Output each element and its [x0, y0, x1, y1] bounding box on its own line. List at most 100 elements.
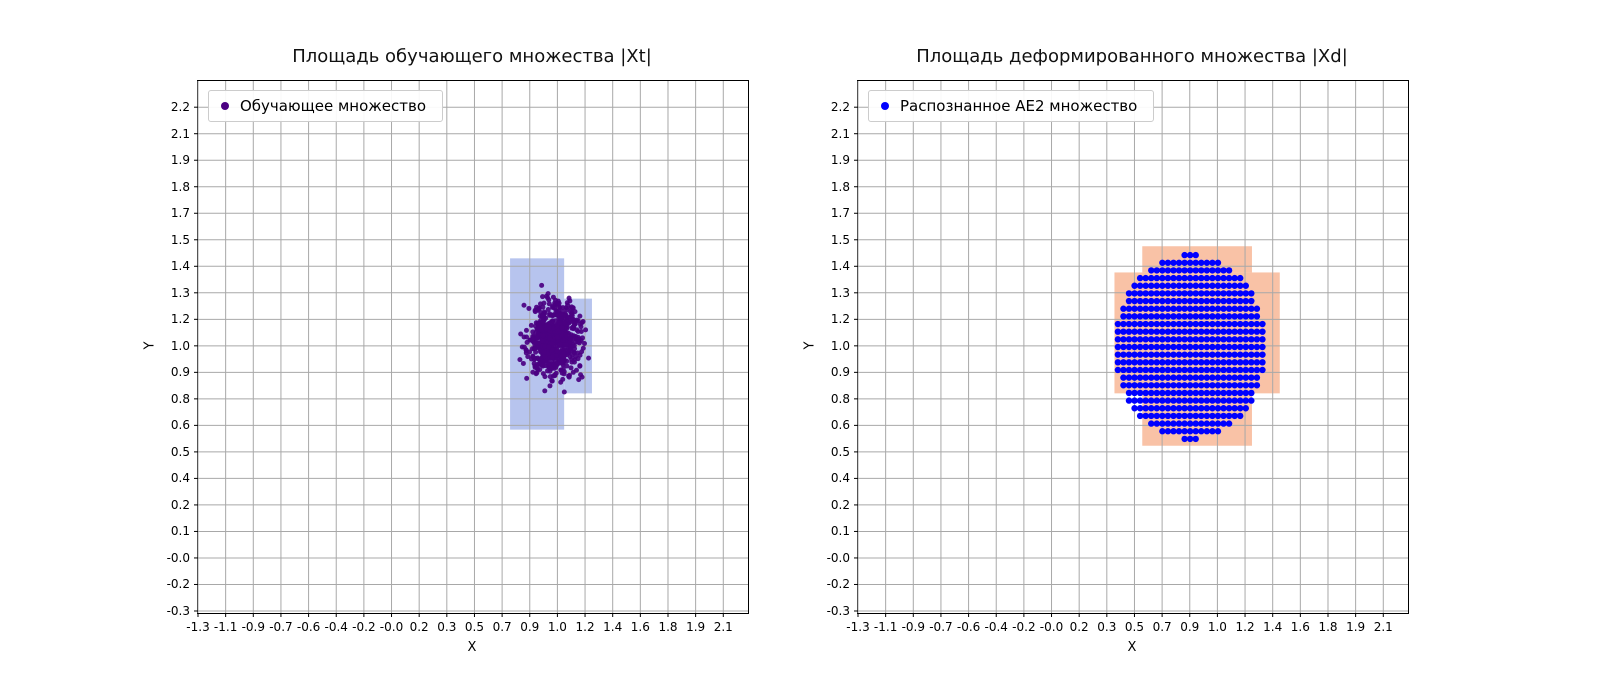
- scatter-point: [541, 300, 547, 306]
- scatter-point: [1136, 336, 1144, 343]
- scatter-point: [1186, 282, 1194, 289]
- scatter-point: [1198, 282, 1205, 289]
- scatter-point: [551, 325, 557, 331]
- scatter-point: [1192, 366, 1199, 374]
- scatter-point: [1203, 351, 1211, 358]
- x-tick-label: 1.4: [1263, 620, 1283, 634]
- scatter-point: [1214, 405, 1222, 412]
- scatter-point: [1148, 397, 1155, 404]
- scatter-point: [1237, 282, 1244, 289]
- scatter-point: [1153, 313, 1160, 320]
- scatter-point: [1248, 297, 1255, 305]
- scatter-point: [1181, 267, 1188, 274]
- scatter-point: [1259, 366, 1266, 374]
- scatter-point: [1237, 382, 1244, 389]
- y-tick-label: 1.4: [170, 259, 190, 274]
- scatter-point: [1136, 389, 1144, 397]
- scatter-point: [1220, 420, 1227, 427]
- scatter-point: [1186, 251, 1194, 259]
- scatter-point: [1142, 320, 1149, 328]
- scatter-point: [549, 366, 555, 372]
- scatter-point: [1159, 359, 1166, 366]
- scatter-point: [1203, 420, 1211, 427]
- scatter-point: [1131, 290, 1138, 297]
- scatter-point: [1148, 359, 1155, 366]
- scatter-point: [524, 334, 530, 340]
- scatter-point: [1225, 351, 1233, 358]
- scatter-point: [1242, 305, 1249, 312]
- x-tick-label: 1.9: [686, 620, 706, 634]
- scatter-point: [1192, 267, 1199, 274]
- scatter-point: [1159, 374, 1166, 381]
- scatter-point: [539, 282, 545, 288]
- x-tick-label: 0.7: [1152, 620, 1172, 634]
- scatter-point: [1209, 374, 1216, 381]
- scatter-point: [540, 294, 546, 300]
- scatter-point: [1242, 343, 1249, 351]
- scatter-point: [560, 366, 566, 372]
- scatter-point: [1164, 389, 1172, 397]
- scatter-point: [1214, 420, 1222, 427]
- scatter-point: [575, 318, 581, 324]
- scatter-point: [1186, 435, 1194, 443]
- scatter-point: [1186, 320, 1194, 328]
- scatter-point: [1209, 297, 1216, 305]
- scatter-point: [1148, 374, 1155, 381]
- scatter-point: [571, 343, 577, 349]
- scatter-point: [1175, 259, 1183, 266]
- scatter-point: [1120, 366, 1127, 374]
- scatter-point: [1131, 374, 1138, 381]
- scatter-point: [567, 298, 573, 304]
- scatter-point: [1164, 282, 1172, 289]
- scatter-point: [1209, 313, 1216, 320]
- scatter-point: [1136, 282, 1144, 289]
- scatter-point: [1125, 389, 1133, 397]
- scatter-point: [1225, 382, 1233, 389]
- scatter-point: [1192, 428, 1199, 435]
- scatter-point: [1242, 397, 1249, 404]
- scatter-point: [1231, 389, 1238, 397]
- scatter-point: [1242, 320, 1249, 328]
- scatter-point: [1253, 313, 1261, 320]
- scatter-point: [1170, 366, 1177, 374]
- x-tick-label: -0.7: [269, 620, 293, 634]
- scatter-point: [1159, 320, 1166, 328]
- scatter-point: [1120, 305, 1127, 312]
- scatter-point: [1186, 351, 1194, 358]
- scatter-point: [1231, 328, 1238, 335]
- scatter-point: [1259, 359, 1266, 366]
- scatter-point: [568, 336, 574, 342]
- scatter-point: [1120, 351, 1127, 358]
- scatter-point: [1237, 328, 1244, 335]
- scatter-point: [1231, 412, 1238, 420]
- scatter-point: [1148, 351, 1155, 358]
- scatter-point: [1170, 328, 1177, 335]
- plot-title-training: Площадь обучающего множества |Xt|: [292, 46, 652, 67]
- scatter-point: [1164, 297, 1172, 305]
- scatter-point: [1220, 282, 1227, 289]
- scatter-point: [1186, 336, 1194, 343]
- scatter-point: [1153, 374, 1160, 381]
- scatter-point: [537, 313, 543, 319]
- scatter-point: [1209, 382, 1216, 389]
- scatter-point: [1209, 366, 1216, 374]
- scatter-point: [1170, 274, 1177, 282]
- scatter-point: [1186, 382, 1194, 389]
- scatter-point: [1131, 389, 1138, 397]
- scatter-point: [568, 305, 574, 311]
- scatter-point: [1125, 343, 1133, 351]
- scatter-point: [1175, 290, 1183, 297]
- x-tick-label: 1.8: [658, 620, 678, 634]
- scatter-point: [542, 353, 548, 359]
- scatter-point: [1120, 374, 1127, 381]
- scatter-point: [554, 362, 560, 368]
- scatter-point: [1136, 382, 1144, 389]
- x-tick-label: -1.3: [186, 620, 210, 634]
- y-tick-label: -0.3: [826, 603, 850, 618]
- scatter-point: [1259, 343, 1266, 351]
- scatter-point: [1186, 374, 1194, 381]
- scatter-point: [1131, 297, 1138, 305]
- scatter-point: [586, 355, 592, 361]
- scatter-point: [569, 325, 575, 331]
- scatter-point: [531, 361, 537, 367]
